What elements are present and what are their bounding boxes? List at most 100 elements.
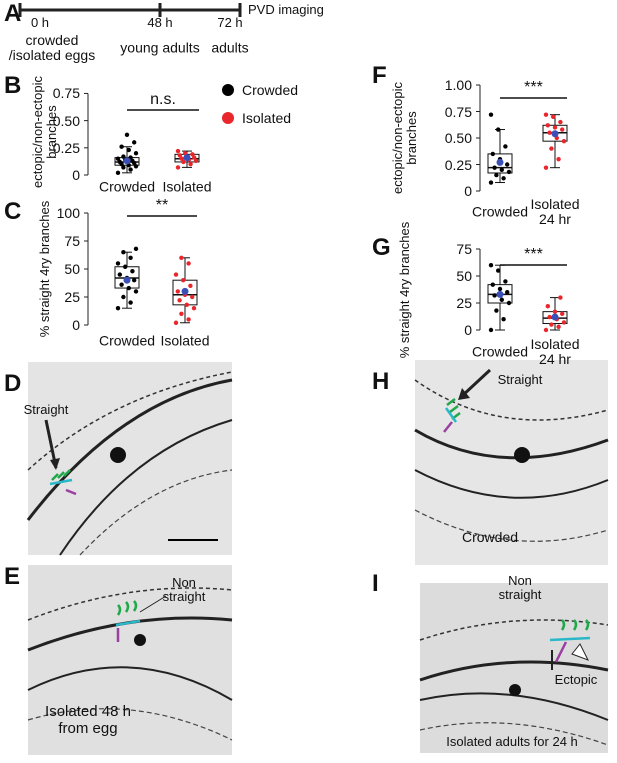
y-axis-label: % straight 4ry branches xyxy=(37,200,52,338)
y-tick-label: 0.75 xyxy=(52,85,80,102)
image-label: Ectopic xyxy=(554,672,598,687)
data-point xyxy=(175,165,181,170)
mean xyxy=(183,154,191,162)
data-point xyxy=(501,317,506,322)
data-point xyxy=(545,123,550,128)
y-tick-label: 25 xyxy=(456,295,472,311)
data-point xyxy=(188,283,193,288)
data-point xyxy=(190,152,195,157)
significance-label: n.s. xyxy=(150,91,176,108)
data-point xyxy=(551,114,556,120)
panel-letter: E xyxy=(4,563,21,590)
mean xyxy=(123,157,131,165)
mean xyxy=(551,130,559,138)
panel-letter: D xyxy=(4,370,22,397)
significance-label: ** xyxy=(155,197,169,214)
data-point xyxy=(505,162,510,167)
data-point xyxy=(494,172,499,178)
y-axis-label: ectopic/non-ectopic branches xyxy=(30,75,59,188)
data-point xyxy=(184,302,189,308)
data-point xyxy=(494,308,499,313)
data-point xyxy=(181,159,186,165)
timeline-time: 0 h xyxy=(30,15,50,30)
y-tick-label: 0 xyxy=(464,322,472,338)
data-point xyxy=(506,300,512,306)
panel-letter: A xyxy=(4,0,22,27)
x-tick-label: Isolated 24 hr xyxy=(530,196,580,227)
timeline-end-label: PVD imaging xyxy=(248,2,324,17)
data-point xyxy=(179,311,184,316)
data-point xyxy=(121,250,126,255)
data-point xyxy=(115,261,121,266)
micrograph-i xyxy=(419,583,609,753)
image-label: Straight xyxy=(497,372,543,387)
data-point xyxy=(133,164,139,169)
data-point xyxy=(128,300,133,305)
micrograph-d xyxy=(26,362,233,556)
data-point xyxy=(121,154,126,159)
data-point xyxy=(132,278,137,283)
data-point xyxy=(552,309,558,314)
legend-swatch xyxy=(222,112,234,124)
y-tick-label: 0.50 xyxy=(444,130,472,146)
data-point xyxy=(133,246,139,252)
image-label: Straight xyxy=(23,402,69,417)
data-point xyxy=(496,268,501,273)
panel-letter: I xyxy=(372,570,379,597)
timeline-label: adults xyxy=(211,39,249,56)
data-point xyxy=(488,263,494,268)
data-point xyxy=(191,306,197,311)
x-tick-label: Isolated 24 hr xyxy=(530,336,580,367)
data-point xyxy=(175,289,180,294)
data-point xyxy=(177,153,182,158)
data-point xyxy=(132,140,137,145)
panel-letter: H xyxy=(372,368,390,395)
data-point xyxy=(560,127,565,132)
box xyxy=(487,153,513,174)
legend-label: Crowded xyxy=(242,82,299,98)
timeline-label: young adults xyxy=(120,39,200,56)
image-label: Non straight xyxy=(498,573,542,602)
data-point xyxy=(121,165,126,170)
legend-swatch xyxy=(222,84,234,96)
data-point xyxy=(173,272,179,277)
data-point xyxy=(556,324,561,329)
data-point xyxy=(503,144,508,149)
y-axis-label: % straight 4ry branches xyxy=(397,221,412,358)
data-point xyxy=(175,148,181,154)
data-point xyxy=(488,327,494,333)
panel-letter: G xyxy=(372,234,391,261)
data-point xyxy=(496,127,501,132)
y-tick-label: 0 xyxy=(464,183,472,199)
data-point xyxy=(499,167,504,172)
panel-letter: B xyxy=(4,72,22,99)
data-point xyxy=(547,130,552,135)
data-point xyxy=(499,297,504,302)
y-tick-label: 0.25 xyxy=(52,139,80,156)
y-tick-label: 0.25 xyxy=(444,156,472,173)
micrograph-e xyxy=(27,565,233,755)
data-point xyxy=(119,282,124,287)
data-point xyxy=(179,156,184,161)
significance-label: *** xyxy=(524,79,543,96)
y-tick-label: 0.50 xyxy=(52,112,80,129)
data-point xyxy=(128,255,133,260)
image-label: Isolated 48 h from egg xyxy=(45,703,131,737)
data-point xyxy=(126,147,131,153)
y-tick-label: 0 xyxy=(72,167,80,183)
data-point xyxy=(492,293,497,298)
timeline-time: 72 h xyxy=(217,15,243,30)
y-tick-label: 100 xyxy=(56,205,80,221)
mean xyxy=(496,158,504,166)
y-tick-label: 75 xyxy=(456,241,472,257)
x-tick-label: Isolated xyxy=(160,332,210,349)
data-point xyxy=(543,112,549,117)
data-point xyxy=(128,167,133,172)
data-point xyxy=(121,294,126,300)
data-point xyxy=(192,155,197,160)
image-label: Non straight xyxy=(162,575,206,604)
data-point xyxy=(558,295,563,300)
data-point xyxy=(190,294,195,300)
image-label: Isolated adults for 24 h xyxy=(446,734,578,749)
